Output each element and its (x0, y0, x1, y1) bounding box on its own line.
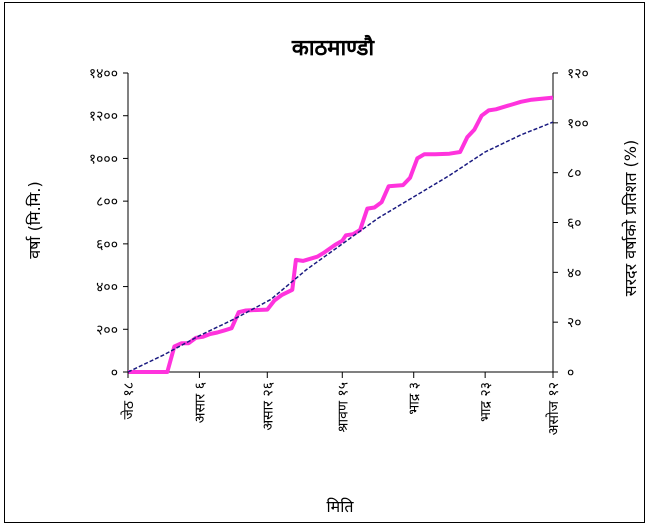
y-right-tick-label: १२० (567, 66, 589, 82)
y-left-tick-label: १००० (89, 151, 118, 167)
y-right-tick-label: १०० (567, 116, 589, 132)
x-tick-label: असार २६ (260, 382, 276, 431)
y-right-tick-label: ८० (567, 166, 582, 182)
y-right-tick-label: ४० (567, 265, 582, 281)
cumulative-rainfall-line (128, 95, 554, 374)
chart-frame (4, 2, 645, 523)
y-axis-right-label: सरदर वर्षाको प्रतिशत (%) (621, 140, 640, 296)
x-tick-label: भाद्र ३ (407, 382, 423, 415)
x-tick-label: भाद्र २३ (478, 382, 494, 422)
x-tick-label: असार ६ (192, 382, 208, 423)
x-tick-label: श्रावण १५ (335, 382, 351, 432)
x-axis-label: मिति (327, 497, 355, 516)
chart-title: काठमाण्डौ (291, 34, 375, 61)
x-tick-label: असोज १२ (545, 382, 562, 435)
y-left-tick-label: ६०० (96, 237, 118, 253)
average-rainfall-line (127, 121, 554, 373)
x-tick-label: जेठ १८ (120, 382, 137, 420)
y-left-tick-label: ४०० (96, 280, 118, 296)
y-left-tick-label: १२०० (89, 109, 118, 125)
y-right-tick-label: ६० (567, 216, 582, 232)
y-axis-left-label: वर्षा (मि.मि.) (25, 181, 44, 258)
y-left-tick-label: २०० (96, 322, 118, 338)
y-left-tick-label: ८०० (96, 194, 118, 210)
y-right-tick-label: ० (567, 365, 574, 381)
y-left-tick-label: १४०० (89, 66, 118, 82)
y-right-tick-label: २० (567, 315, 582, 331)
y-left-tick-label: ० (111, 365, 118, 381)
